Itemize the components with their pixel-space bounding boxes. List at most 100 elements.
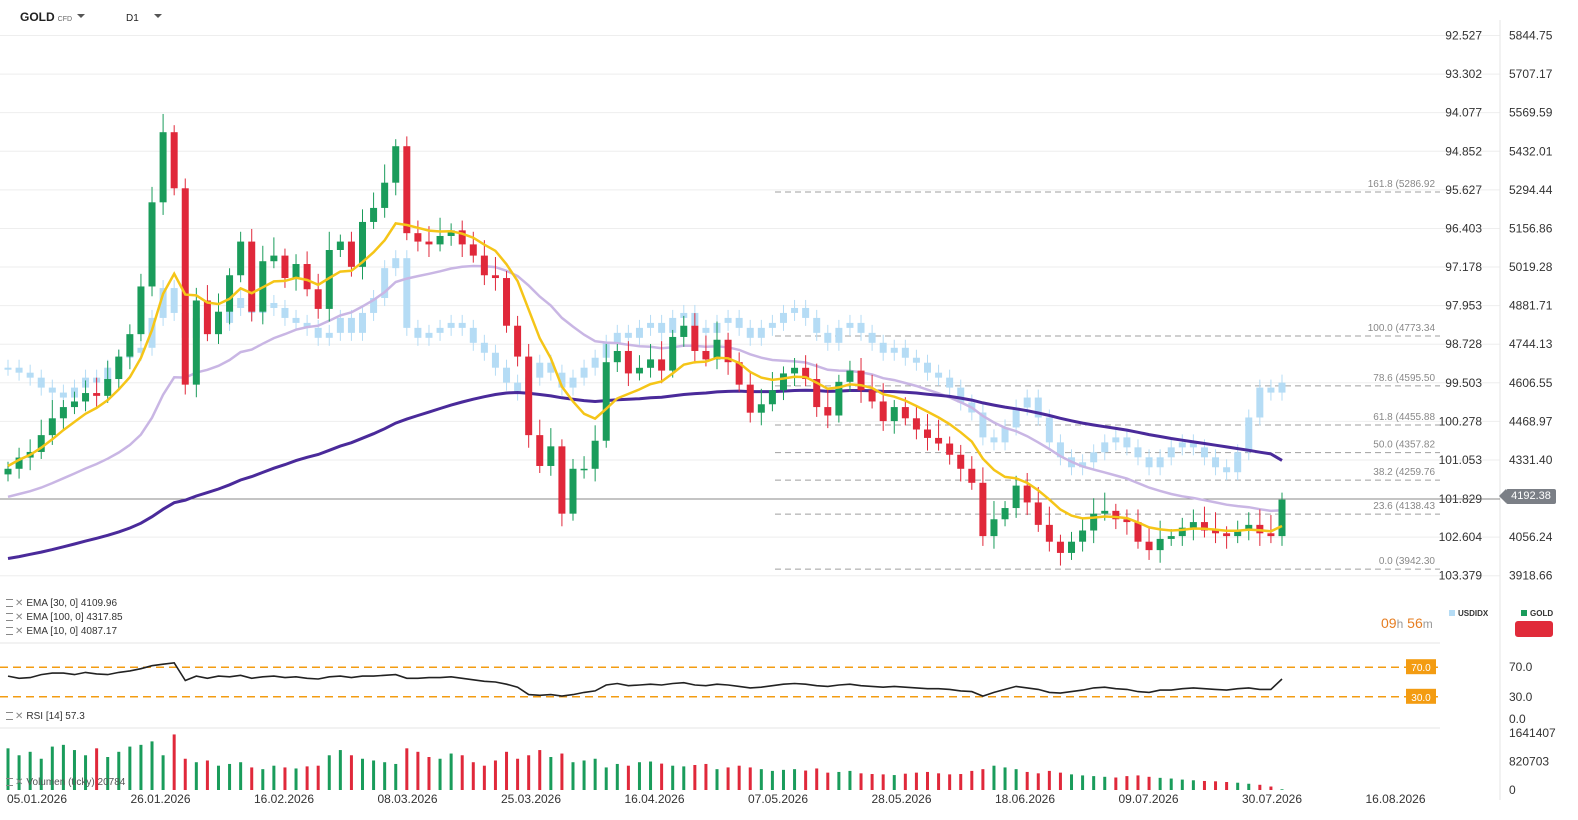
- legend-volume-text: Volumen (ticky) 20784: [26, 777, 126, 788]
- gold-candle: [1090, 513, 1098, 531]
- usdidx-candle: [580, 367, 588, 378]
- volume-bar: [1092, 776, 1096, 790]
- volume-bar: [305, 766, 309, 790]
- right-axis-tick: 5432.01: [1509, 144, 1553, 158]
- usdidx-candle: [1023, 397, 1031, 408]
- timeframe-dropdown-icon[interactable]: [154, 14, 162, 18]
- gold-candle: [1167, 536, 1175, 539]
- gold-candle: [115, 356, 123, 380]
- volume-bar: [1047, 770, 1051, 790]
- gold-candle: [214, 311, 222, 335]
- gold-candle: [458, 230, 466, 245]
- gold-candle: [159, 132, 167, 203]
- gold-candle: [1189, 522, 1197, 528]
- series-tag-gold[interactable]: GOLD: [1521, 609, 1553, 618]
- gold-candle: [746, 384, 754, 413]
- volume-bar: [405, 748, 409, 790]
- close-icon[interactable]: ✕: [15, 711, 24, 722]
- volume-bar: [970, 770, 974, 790]
- symbol-name[interactable]: GOLD: [20, 10, 55, 24]
- volume-bar: [383, 762, 387, 790]
- gold-candle: [768, 390, 776, 405]
- sell-button[interactable]: [1515, 621, 1553, 637]
- right-axis-tick: 5019.28: [1509, 260, 1553, 274]
- candle-countdown: 09h 56m: [1381, 615, 1433, 631]
- volume-bar: [338, 750, 342, 790]
- gold-candle: [93, 393, 101, 396]
- gold-candle: [1145, 541, 1153, 551]
- volume-bar: [1014, 769, 1018, 790]
- usdidx-candle: [159, 288, 167, 318]
- timeframe-label[interactable]: D1: [126, 13, 139, 24]
- volume-bar: [582, 760, 586, 790]
- gold-candle: [469, 244, 477, 256]
- gold-candle: [635, 367, 643, 374]
- legend-ema10[interactable]: ✕ EMA [10, 0] 4087.17: [6, 626, 117, 637]
- gold-candle: [1068, 541, 1076, 553]
- x-axis-tick: 30.07.2026: [1242, 792, 1302, 806]
- gold-candle: [314, 289, 322, 309]
- gold-candle: [658, 359, 666, 371]
- countdown-hours: 09: [1381, 615, 1397, 631]
- volume-bar: [72, 750, 76, 790]
- volume-bar: [715, 769, 719, 790]
- symbol-dropdown-icon[interactable]: [77, 14, 85, 18]
- left-axis-tick: 98.728: [1445, 337, 1482, 351]
- gold-candle: [104, 379, 112, 396]
- usdidx-candle: [647, 322, 655, 328]
- volume-bar: [416, 751, 420, 790]
- usdidx-candle: [802, 307, 810, 318]
- volume-bar: [28, 751, 32, 790]
- usdidx-candle: [281, 307, 289, 318]
- menu-icon[interactable]: [6, 613, 13, 622]
- gold-candle: [558, 446, 566, 514]
- x-axis-tick: 08.03.2026: [377, 792, 437, 806]
- close-icon[interactable]: ✕: [15, 777, 24, 788]
- volume-bar: [571, 762, 575, 790]
- usdidx-candle: [1278, 382, 1286, 393]
- legend-rsi[interactable]: ✕ RSI [14] 57.3: [6, 711, 85, 722]
- volume-bar: [427, 757, 431, 790]
- volume-bar: [460, 755, 464, 790]
- fib-level-label: 50.0 (4357.82: [1373, 440, 1435, 451]
- gold-candle: [48, 418, 56, 436]
- menu-icon[interactable]: [6, 599, 13, 608]
- close-icon[interactable]: ✕: [15, 612, 24, 623]
- menu-icon[interactable]: [6, 778, 13, 787]
- close-icon[interactable]: ✕: [15, 626, 24, 637]
- gold-candle: [857, 370, 865, 391]
- gold-candle: [580, 468, 588, 471]
- gold-candle: [591, 440, 599, 469]
- usdidx-candle: [59, 392, 67, 398]
- volume-bar: [516, 758, 520, 790]
- volume-bar: [172, 734, 176, 790]
- volume-bar: [527, 755, 531, 790]
- symbol-label[interactable]: GOLD CFD: [20, 10, 72, 24]
- legend-ema100[interactable]: ✕ EMA [100, 0] 4317.85: [6, 612, 123, 623]
- gold-candle: [868, 390, 876, 402]
- close-icon[interactable]: ✕: [15, 598, 24, 609]
- legend-ema30[interactable]: ✕ EMA [30, 0] 4109.96: [6, 598, 117, 609]
- usdidx-candle: [946, 377, 954, 388]
- gold-candle: [1012, 485, 1020, 509]
- usdidx-candle: [890, 347, 898, 353]
- menu-icon[interactable]: [6, 627, 13, 636]
- gold-candle: [514, 325, 522, 357]
- gold-candle: [669, 336, 677, 371]
- volume-bar: [17, 755, 21, 790]
- gold-candle: [403, 146, 411, 234]
- countdown-m-unit: m: [1422, 617, 1433, 631]
- menu-icon[interactable]: [6, 712, 13, 721]
- usdidx-candle: [447, 322, 455, 328]
- right-axis-tick: 5569.59: [1509, 106, 1553, 120]
- gold-candle: [359, 221, 367, 267]
- volume-bar: [61, 744, 65, 790]
- legend-volume[interactable]: ✕ Volumen (ticky) 20784: [6, 777, 125, 788]
- fib-level-label: 100.0 (4773.34: [1368, 323, 1436, 334]
- series-tag-usdidx[interactable]: USDIDX: [1449, 609, 1488, 618]
- gold-candle: [347, 241, 355, 267]
- gold-candle: [70, 401, 78, 408]
- usdidx-candle: [1056, 442, 1064, 458]
- right-axis-tick: 5156.86: [1509, 221, 1553, 235]
